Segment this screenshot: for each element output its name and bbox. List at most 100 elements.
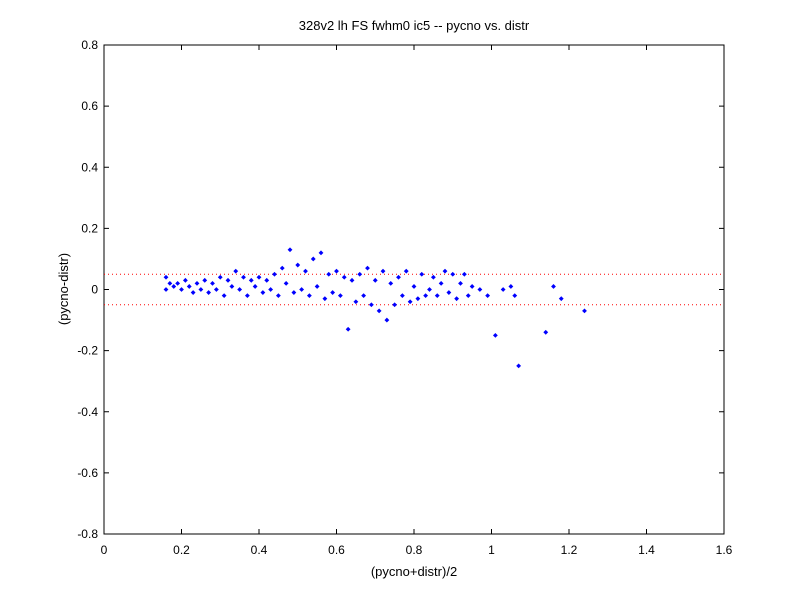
data-point <box>163 274 169 280</box>
data-point <box>430 274 436 280</box>
x-tick-label: 1 <box>488 543 495 557</box>
plot-area <box>103 44 725 535</box>
y-tick-label: 0 <box>91 283 98 297</box>
data-point <box>279 265 285 271</box>
data-point <box>450 271 456 277</box>
data-point <box>299 287 305 292</box>
data-point <box>295 262 301 268</box>
data-point <box>310 256 316 262</box>
data-point <box>508 284 514 289</box>
data-point <box>485 293 491 299</box>
data-point <box>372 277 378 283</box>
y-tick-label: 0.8 <box>81 38 98 52</box>
tick-labels: 0 0.2 0.4 0.6 0.8 1 1.2 1.4 1.6 -0.8 -0.6 -0.4 -0.2 0… <box>77 38 732 557</box>
data-point <box>461 271 467 277</box>
data-point <box>225 277 231 283</box>
data-point <box>392 302 398 308</box>
y-tick-label: 0.2 <box>81 221 98 235</box>
data-point <box>361 293 367 299</box>
reference-lines <box>104 273 724 306</box>
data-point <box>318 250 324 256</box>
data-point <box>241 274 246 280</box>
data-point <box>403 268 409 274</box>
data-point <box>237 287 243 292</box>
data-point <box>217 274 223 280</box>
y-axis-label: (pycno-distr) <box>56 253 71 325</box>
data-point <box>454 296 460 302</box>
y-tick-label: 0.6 <box>81 99 98 113</box>
data-point <box>260 290 266 295</box>
data-point <box>380 268 386 274</box>
data-point <box>438 280 444 286</box>
data-point <box>283 280 289 286</box>
axis-ticks <box>103 44 725 535</box>
data-point <box>415 296 421 302</box>
data-point <box>396 274 401 280</box>
x-tick-label: 1.6 <box>716 543 733 557</box>
data-point <box>171 284 177 289</box>
data-point <box>423 293 429 299</box>
data-point <box>229 284 235 289</box>
data-point <box>337 293 343 299</box>
data-point <box>512 293 518 299</box>
data-point <box>268 287 274 292</box>
data-point <box>213 287 219 292</box>
y-tick-label: 0.4 <box>81 160 98 174</box>
data-point <box>558 296 564 302</box>
data-point <box>384 317 390 323</box>
data-point <box>198 287 204 292</box>
data-point <box>341 274 347 280</box>
data-point <box>190 290 196 295</box>
y-tick-label: -0.2 <box>77 344 98 358</box>
data-point <box>388 280 394 286</box>
data-point <box>202 277 208 283</box>
data-point <box>291 290 297 295</box>
data-point <box>411 284 417 289</box>
data-point <box>322 296 328 302</box>
data-point <box>434 293 440 299</box>
data-point <box>465 293 471 299</box>
x-tick-label: 0.4 <box>251 543 268 557</box>
data-point <box>500 287 506 292</box>
x-tick-label: 0.6 <box>328 543 345 557</box>
y-tick-label: -0.8 <box>77 527 98 541</box>
data-points <box>163 247 587 369</box>
data-point <box>314 284 320 289</box>
data-point <box>442 268 448 274</box>
data-point <box>419 271 425 277</box>
data-point <box>244 293 250 299</box>
data-point <box>175 280 181 286</box>
data-point <box>233 268 239 274</box>
data-point <box>248 277 254 283</box>
data-point <box>182 277 188 283</box>
data-point <box>376 308 382 314</box>
data-point <box>221 293 227 299</box>
data-point <box>326 271 332 277</box>
data-point <box>353 299 359 305</box>
data-point <box>179 287 184 292</box>
data-point <box>368 302 374 308</box>
data-point <box>446 290 452 295</box>
data-point <box>303 268 308 274</box>
data-point <box>477 287 483 292</box>
data-point <box>163 287 169 292</box>
data-point <box>210 280 215 286</box>
data-point <box>272 271 277 277</box>
data-point <box>582 308 587 314</box>
x-tick-label: 1.2 <box>561 543 578 557</box>
data-point <box>357 271 363 277</box>
data-point <box>334 268 339 274</box>
data-point <box>264 277 270 283</box>
x-axis-label: (pycno+distr)/2 <box>371 564 457 579</box>
data-point <box>407 299 413 305</box>
chart-title: 328v2 lh FS fwhm0 ic5 -- pycno vs. distr <box>299 18 530 33</box>
data-point <box>256 274 262 280</box>
data-point <box>543 329 549 335</box>
y-tick-label: -0.6 <box>77 466 98 480</box>
x-tick-label: 1.4 <box>638 543 655 557</box>
x-tick-label: 0.2 <box>173 543 190 557</box>
data-point <box>330 290 336 295</box>
data-point <box>306 293 312 299</box>
data-point <box>516 363 522 369</box>
